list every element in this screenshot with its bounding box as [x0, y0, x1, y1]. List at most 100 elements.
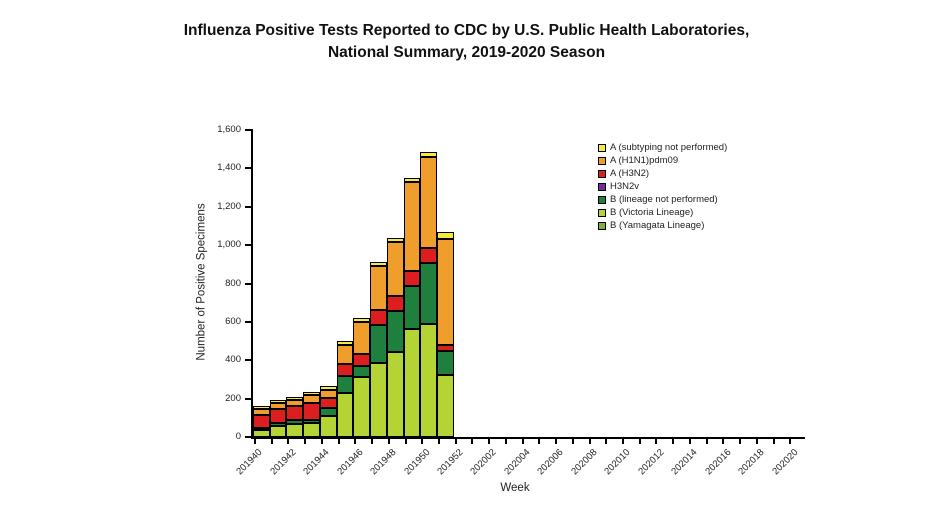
- y-tick-label: 1,000: [217, 239, 241, 251]
- x-tick: [538, 439, 541, 444]
- x-tick: [254, 439, 256, 444]
- bar-segment: [303, 392, 320, 395]
- bar-segment: [403, 182, 421, 272]
- bar-segment: [420, 263, 437, 324]
- y-tick: [245, 167, 251, 170]
- legend-item: A (H3N2): [598, 167, 727, 180]
- bar-segment: [403, 328, 421, 437]
- bar-segment: [437, 232, 454, 240]
- legend-item: B (Yamagata Lineage): [598, 219, 727, 232]
- bar-segment: [386, 237, 404, 242]
- y-tick-label: 1,600: [217, 124, 241, 135]
- y-tick-label: 800: [225, 277, 241, 289]
- x-tick-label: 202020: [769, 447, 801, 478]
- bar-segment: [420, 152, 437, 157]
- y-tick-label: 0: [235, 431, 241, 442]
- bar-segment: [403, 285, 421, 329]
- x-axis-line: [251, 437, 805, 439]
- bar-segment: [286, 420, 304, 424]
- x-tick-label: 202018: [736, 447, 767, 478]
- bar-segment: [437, 375, 454, 437]
- legend-label: H3N2v: [610, 181, 640, 192]
- bar-segment: [353, 318, 371, 322]
- x-tick: [755, 439, 758, 444]
- x-tick: [488, 439, 491, 444]
- x-tick-label: 201946: [334, 447, 366, 478]
- x-tick-label: 201944: [301, 447, 332, 478]
- x-tick: [605, 439, 608, 444]
- x-tick: [571, 439, 574, 444]
- bar-segment: [253, 414, 270, 428]
- bar-segment: [370, 310, 387, 326]
- bar-segment: [253, 408, 270, 415]
- x-tick: [471, 439, 474, 444]
- bar-segment: [353, 376, 371, 437]
- bar-segment: [386, 352, 404, 437]
- x-tick: [371, 439, 374, 444]
- bar-segment: [319, 397, 337, 408]
- legend-swatch: [598, 195, 606, 204]
- x-tick: [622, 439, 624, 444]
- bar-segment: [286, 406, 304, 421]
- y-tick-label: 400: [225, 354, 241, 366]
- bar-segment: [386, 295, 404, 312]
- bar-segment: [303, 423, 320, 437]
- x-tick-label: 201942: [268, 447, 299, 478]
- y-tick-label: 200: [225, 392, 241, 404]
- y-tick: [245, 129, 251, 131]
- x-tick-label: 202004: [502, 447, 533, 478]
- bar-segment: [303, 403, 320, 420]
- x-tick-label: 201952: [435, 447, 466, 478]
- bar-segment: [303, 419, 320, 423]
- x-tick-label: 202012: [636, 447, 667, 478]
- y-tick-label: 1,200: [217, 200, 241, 212]
- y-tick: [245, 436, 251, 438]
- bar-segment: [269, 403, 287, 410]
- x-tick: [638, 439, 641, 444]
- plot-area: [253, 130, 805, 437]
- x-tick-label: 202014: [669, 447, 700, 478]
- legend-item: A (H1N1)pdm09: [598, 154, 727, 167]
- legend-label: A (H1N1)pdm09: [610, 155, 679, 166]
- x-tick-label: 201940: [234, 447, 265, 478]
- bar-segment: [386, 311, 404, 352]
- bar-segment: [269, 426, 287, 437]
- x-tick: [521, 439, 524, 444]
- legend-label: B (Victoria Lineage): [610, 207, 694, 218]
- y-tick: [245, 282, 251, 285]
- bar-segment: [420, 248, 437, 264]
- y-tick-label: 600: [225, 315, 241, 327]
- x-tick: [404, 439, 407, 444]
- bar-segment: [437, 239, 454, 346]
- x-tick: [672, 439, 675, 444]
- x-tick: [772, 439, 775, 444]
- bar-segment: [353, 321, 371, 354]
- chart-title-line1: Influenza Positive Tests Reported to CDC…: [183, 22, 750, 39]
- bar-segment: [370, 261, 387, 266]
- y-tick: [245, 397, 251, 400]
- y-tick: [245, 244, 251, 247]
- legend-swatch: [598, 156, 606, 165]
- bar-segment: [319, 407, 337, 417]
- x-tick: [421, 439, 424, 444]
- bar-segment: [386, 241, 404, 296]
- bar-segment: [319, 390, 337, 398]
- x-tick-label: 201948: [368, 447, 399, 478]
- x-tick-label: 202006: [535, 447, 566, 478]
- legend-swatch: [598, 182, 606, 191]
- x-tick-label: 201950: [401, 447, 433, 478]
- x-tick: [454, 439, 457, 444]
- legend-swatch: [598, 169, 606, 178]
- legend-swatch: [598, 208, 606, 217]
- x-tick: [789, 439, 792, 444]
- bar-segment: [286, 400, 304, 407]
- legend-item: B (Victoria Lineage): [598, 206, 727, 219]
- legend-swatch: [598, 221, 606, 230]
- bar-segment: [353, 353, 371, 366]
- legend-item: H3N2v: [598, 180, 727, 193]
- bar-segment: [420, 156, 437, 249]
- legend-label: B (Yamagata Lineage): [610, 220, 705, 231]
- x-tick: [270, 439, 273, 444]
- x-tick: [320, 439, 323, 444]
